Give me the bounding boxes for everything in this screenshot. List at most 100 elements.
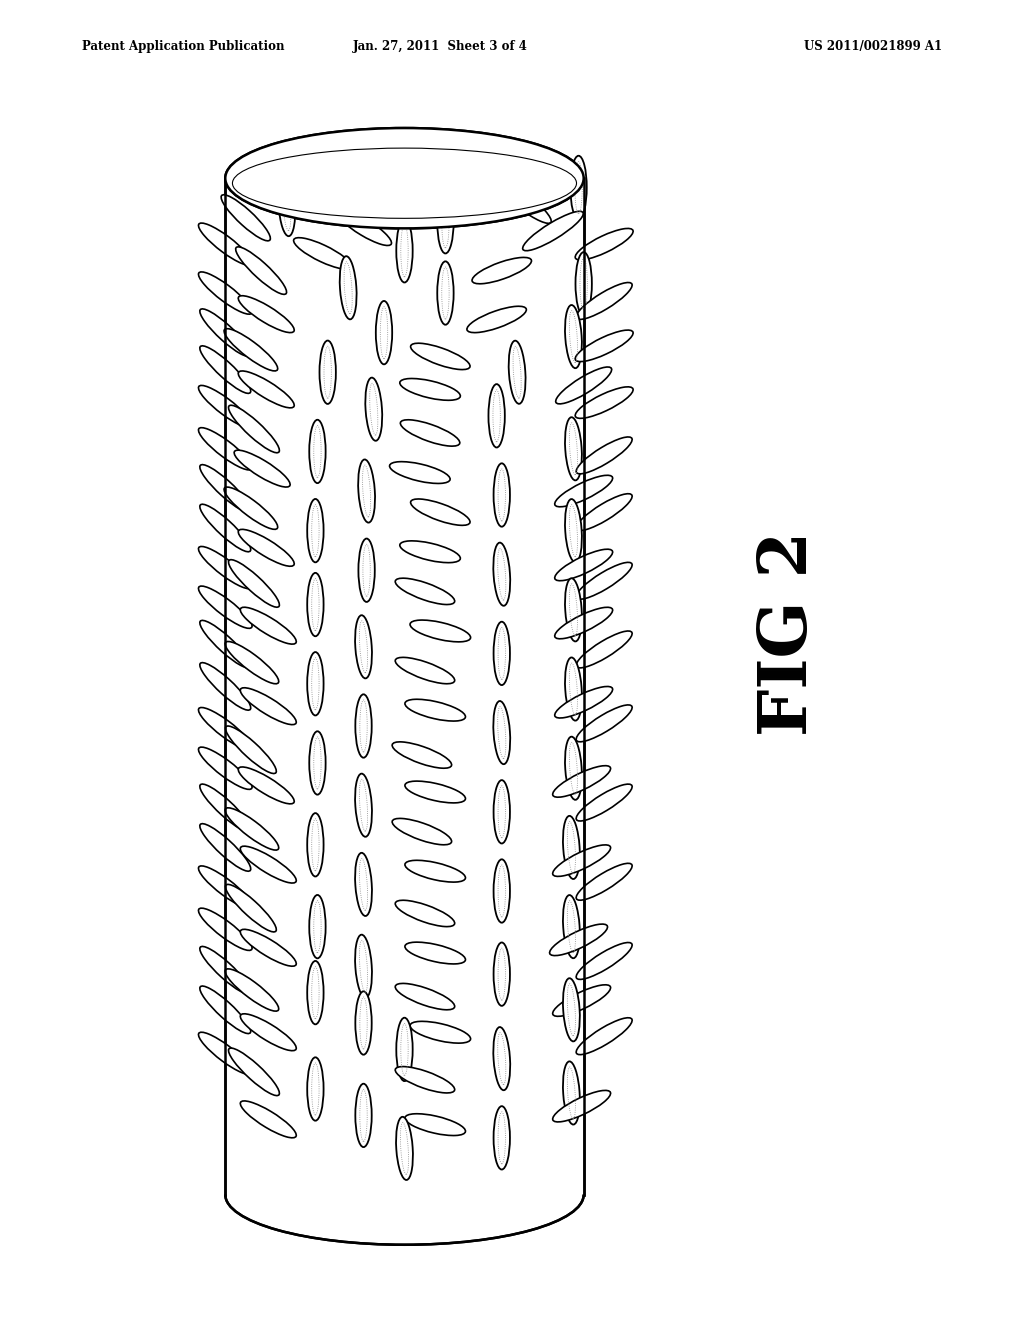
Ellipse shape — [200, 465, 251, 512]
Ellipse shape — [555, 475, 612, 507]
Ellipse shape — [439, 173, 493, 202]
Ellipse shape — [494, 780, 510, 843]
Ellipse shape — [199, 272, 252, 314]
Ellipse shape — [563, 978, 580, 1041]
Ellipse shape — [494, 701, 510, 764]
Ellipse shape — [395, 578, 455, 605]
Ellipse shape — [400, 420, 460, 446]
Text: Jan. 27, 2011  Sheet 3 of 4: Jan. 27, 2011 Sheet 3 of 4 — [353, 40, 527, 53]
Ellipse shape — [565, 417, 582, 480]
Ellipse shape — [225, 969, 279, 1011]
Ellipse shape — [225, 726, 276, 774]
Ellipse shape — [309, 731, 326, 795]
Ellipse shape — [225, 128, 584, 228]
Ellipse shape — [200, 784, 251, 832]
Ellipse shape — [319, 341, 336, 404]
Ellipse shape — [199, 223, 252, 265]
Ellipse shape — [309, 895, 326, 958]
Ellipse shape — [336, 209, 391, 246]
Ellipse shape — [200, 824, 251, 871]
Ellipse shape — [239, 296, 294, 333]
Ellipse shape — [225, 808, 279, 850]
Ellipse shape — [553, 1090, 610, 1122]
Ellipse shape — [570, 156, 587, 219]
Polygon shape — [225, 178, 584, 1195]
Ellipse shape — [565, 499, 582, 562]
Ellipse shape — [236, 247, 287, 294]
Ellipse shape — [553, 845, 610, 876]
Ellipse shape — [239, 767, 294, 804]
Ellipse shape — [355, 774, 372, 837]
Ellipse shape — [565, 737, 582, 800]
Ellipse shape — [241, 929, 296, 966]
Ellipse shape — [555, 686, 612, 718]
Ellipse shape — [199, 1032, 252, 1074]
Ellipse shape — [494, 942, 510, 1006]
Ellipse shape — [494, 1027, 510, 1090]
Ellipse shape — [392, 742, 452, 768]
Ellipse shape — [199, 747, 252, 789]
Ellipse shape — [565, 578, 582, 642]
Ellipse shape — [494, 859, 510, 923]
Ellipse shape — [563, 895, 580, 958]
Ellipse shape — [411, 343, 470, 370]
Ellipse shape — [395, 657, 455, 684]
Ellipse shape — [577, 562, 632, 599]
Ellipse shape — [399, 541, 461, 562]
Ellipse shape — [396, 1018, 413, 1081]
Ellipse shape — [494, 622, 510, 685]
Ellipse shape — [225, 128, 584, 228]
Ellipse shape — [437, 190, 454, 253]
Ellipse shape — [467, 306, 526, 333]
Ellipse shape — [575, 330, 633, 362]
Ellipse shape — [556, 367, 611, 404]
Ellipse shape — [358, 539, 375, 602]
Ellipse shape — [494, 178, 551, 223]
Text: US 2011/0021899 A1: US 2011/0021899 A1 — [804, 40, 942, 53]
Ellipse shape — [494, 1106, 510, 1170]
Ellipse shape — [395, 900, 455, 927]
Ellipse shape — [200, 504, 251, 552]
Ellipse shape — [241, 1101, 296, 1138]
Ellipse shape — [577, 1018, 632, 1055]
Ellipse shape — [200, 346, 251, 393]
Ellipse shape — [395, 983, 455, 1010]
Ellipse shape — [472, 257, 531, 284]
Ellipse shape — [199, 546, 252, 589]
Ellipse shape — [575, 387, 633, 418]
Ellipse shape — [200, 309, 251, 356]
Ellipse shape — [199, 586, 252, 628]
Ellipse shape — [404, 700, 466, 721]
Ellipse shape — [239, 371, 294, 408]
Ellipse shape — [392, 818, 452, 845]
Ellipse shape — [225, 884, 276, 932]
Ellipse shape — [355, 935, 372, 998]
Ellipse shape — [355, 991, 372, 1055]
Ellipse shape — [563, 816, 580, 879]
Ellipse shape — [396, 219, 413, 282]
Ellipse shape — [200, 620, 251, 668]
Ellipse shape — [225, 642, 279, 684]
Ellipse shape — [399, 379, 461, 400]
Ellipse shape — [309, 420, 326, 483]
Ellipse shape — [550, 924, 607, 956]
Ellipse shape — [307, 573, 324, 636]
Ellipse shape — [577, 705, 632, 742]
Ellipse shape — [307, 961, 324, 1024]
Ellipse shape — [396, 150, 413, 214]
Ellipse shape — [494, 543, 510, 606]
Ellipse shape — [199, 866, 252, 908]
Ellipse shape — [199, 385, 252, 428]
Ellipse shape — [199, 428, 252, 470]
Ellipse shape — [307, 813, 324, 876]
Ellipse shape — [241, 688, 296, 725]
Ellipse shape — [241, 846, 296, 883]
Ellipse shape — [241, 607, 296, 644]
Ellipse shape — [224, 487, 278, 529]
Ellipse shape — [494, 463, 510, 527]
Ellipse shape — [340, 256, 356, 319]
Ellipse shape — [577, 631, 632, 668]
Ellipse shape — [228, 560, 280, 607]
Ellipse shape — [279, 173, 295, 236]
Ellipse shape — [325, 150, 341, 214]
